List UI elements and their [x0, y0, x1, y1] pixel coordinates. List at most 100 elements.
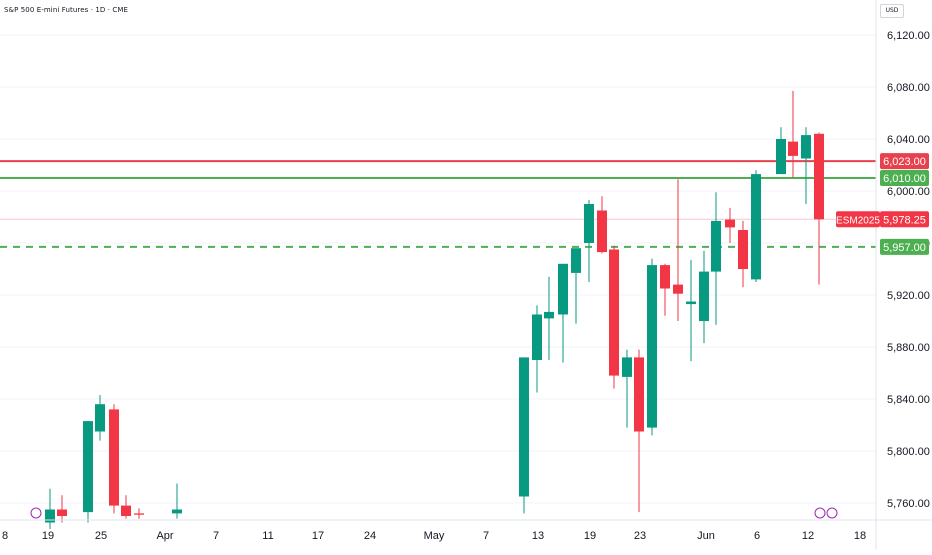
- y-tick-label: 5,800.00: [887, 446, 930, 458]
- candle: [83, 421, 93, 523]
- candle-body: [584, 204, 594, 243]
- x-tick-label: 24: [364, 530, 376, 542]
- dividend-marker-icon[interactable]: [30, 507, 42, 519]
- currency-button[interactable]: USD: [880, 4, 904, 18]
- candle-body: [801, 135, 811, 159]
- target-price-tag: [880, 238, 929, 255]
- candle: [725, 207, 735, 243]
- candle-body: [57, 509, 67, 516]
- candle: [45, 488, 55, 529]
- x-tick-label: 7: [213, 530, 219, 542]
- candle: [571, 248, 581, 324]
- candle: [711, 192, 721, 325]
- candle: [699, 250, 709, 344]
- candle-body: [788, 141, 798, 156]
- candle-body: [609, 249, 619, 376]
- price-axis[interactable]: 5,760.00 5,800.00 5,840.00 5,880.00 5,920.00…: [875, 0, 930, 550]
- y-tick-label: 6,080.00: [887, 82, 930, 94]
- x-tick-label: 18: [854, 530, 866, 542]
- candle-body: [738, 230, 748, 269]
- x-tick-label: Jun: [697, 530, 715, 542]
- candle-body: [647, 265, 657, 428]
- candle: [647, 258, 657, 436]
- y-tick-label: 5,840.00: [887, 394, 930, 406]
- x-tick-label: 25: [95, 530, 107, 542]
- y-tick-label: 6,120.00: [887, 30, 930, 42]
- candle-body: [660, 265, 670, 289]
- resistance-price-label: 6,023.00: [883, 156, 926, 168]
- candle-body: [597, 210, 607, 253]
- candle-body: [686, 301, 696, 305]
- candle: [95, 395, 105, 441]
- candle-body: [109, 409, 119, 506]
- candle-body: [725, 219, 735, 228]
- candle: [801, 127, 811, 204]
- x-tick-label: Apr: [156, 530, 173, 542]
- x-tick-label: 11: [262, 530, 273, 542]
- candle-body: [711, 220, 721, 272]
- candle-body: [83, 421, 93, 513]
- x-tick-label: 13: [532, 530, 544, 542]
- x-tick-label: 19: [42, 530, 54, 542]
- candle: [814, 132, 824, 285]
- x-tick-label: 23: [634, 530, 646, 542]
- y-tick-label: 5,880.00: [887, 342, 930, 354]
- candle: [519, 357, 529, 514]
- x-tick-label: May: [424, 530, 445, 542]
- candle: [584, 200, 594, 282]
- y-tick-label: 6,000.00: [887, 186, 930, 198]
- candle-body: [751, 174, 761, 280]
- candle-body: [519, 357, 529, 497]
- candle: [673, 179, 683, 321]
- symbol-tag: [836, 211, 880, 228]
- earnings-marker-icon[interactable]: [814, 507, 826, 519]
- x-tick-label: 19: [584, 530, 596, 542]
- support-price-tag: [880, 170, 929, 186]
- price-labels: 6,023.00 6,010.00 5,957.00 ESM2025 5,978.25: [30, 153, 929, 519]
- candle-body: [544, 311, 554, 319]
- last-price-label: 5,978.25: [883, 214, 926, 226]
- horizontal-lines: [0, 160, 876, 248]
- candle-body: [776, 139, 786, 175]
- candle-body: [558, 263, 568, 315]
- candle-body: [172, 509, 182, 514]
- candle-body: [699, 271, 709, 321]
- candle: [751, 170, 761, 282]
- candle: [172, 483, 182, 519]
- x-tick-label: 7: [483, 530, 489, 542]
- x-tick-label: 12: [802, 530, 814, 542]
- grid: [0, 34, 876, 504]
- candle-body: [673, 284, 683, 294]
- y-tick-label: 5,760.00: [887, 498, 930, 510]
- x-tick-label: 8: [2, 530, 8, 542]
- candle-body: [571, 248, 581, 273]
- candle: [634, 349, 644, 513]
- candle-body: [532, 314, 542, 360]
- candle: [57, 495, 67, 523]
- x-tick-label: 6: [754, 530, 760, 542]
- candle: [660, 263, 670, 316]
- chart-title: S&P 500 E-mini Futures · 1D · CME: [4, 6, 129, 14]
- dividend-marker-icon[interactable]: [826, 507, 838, 519]
- candle: [686, 259, 696, 362]
- candle-body: [634, 357, 644, 432]
- candle: [622, 349, 632, 428]
- candle: [134, 508, 144, 519]
- candle: [544, 276, 554, 360]
- candle-body: [134, 513, 144, 515]
- time-axis[interactable]: 8 19 25 Apr 7 11 17 24 May 7 13 19 23 Jun 6 12 18: [0, 519, 932, 542]
- candle: [121, 495, 131, 519]
- y-tick-label: 6,040.00: [887, 134, 930, 146]
- candle-body: [121, 505, 131, 516]
- last-price-tag: [880, 211, 929, 228]
- candle: [776, 127, 786, 175]
- support-price-label: 6,010.00: [883, 173, 926, 185]
- x-tick-label: 17: [312, 530, 324, 542]
- target-price-label: 5,957.00: [883, 242, 926, 254]
- resistance-price-tag: [880, 153, 929, 170]
- candle-body: [622, 357, 632, 377]
- candle-body: [45, 509, 55, 523]
- candles: [45, 90, 824, 529]
